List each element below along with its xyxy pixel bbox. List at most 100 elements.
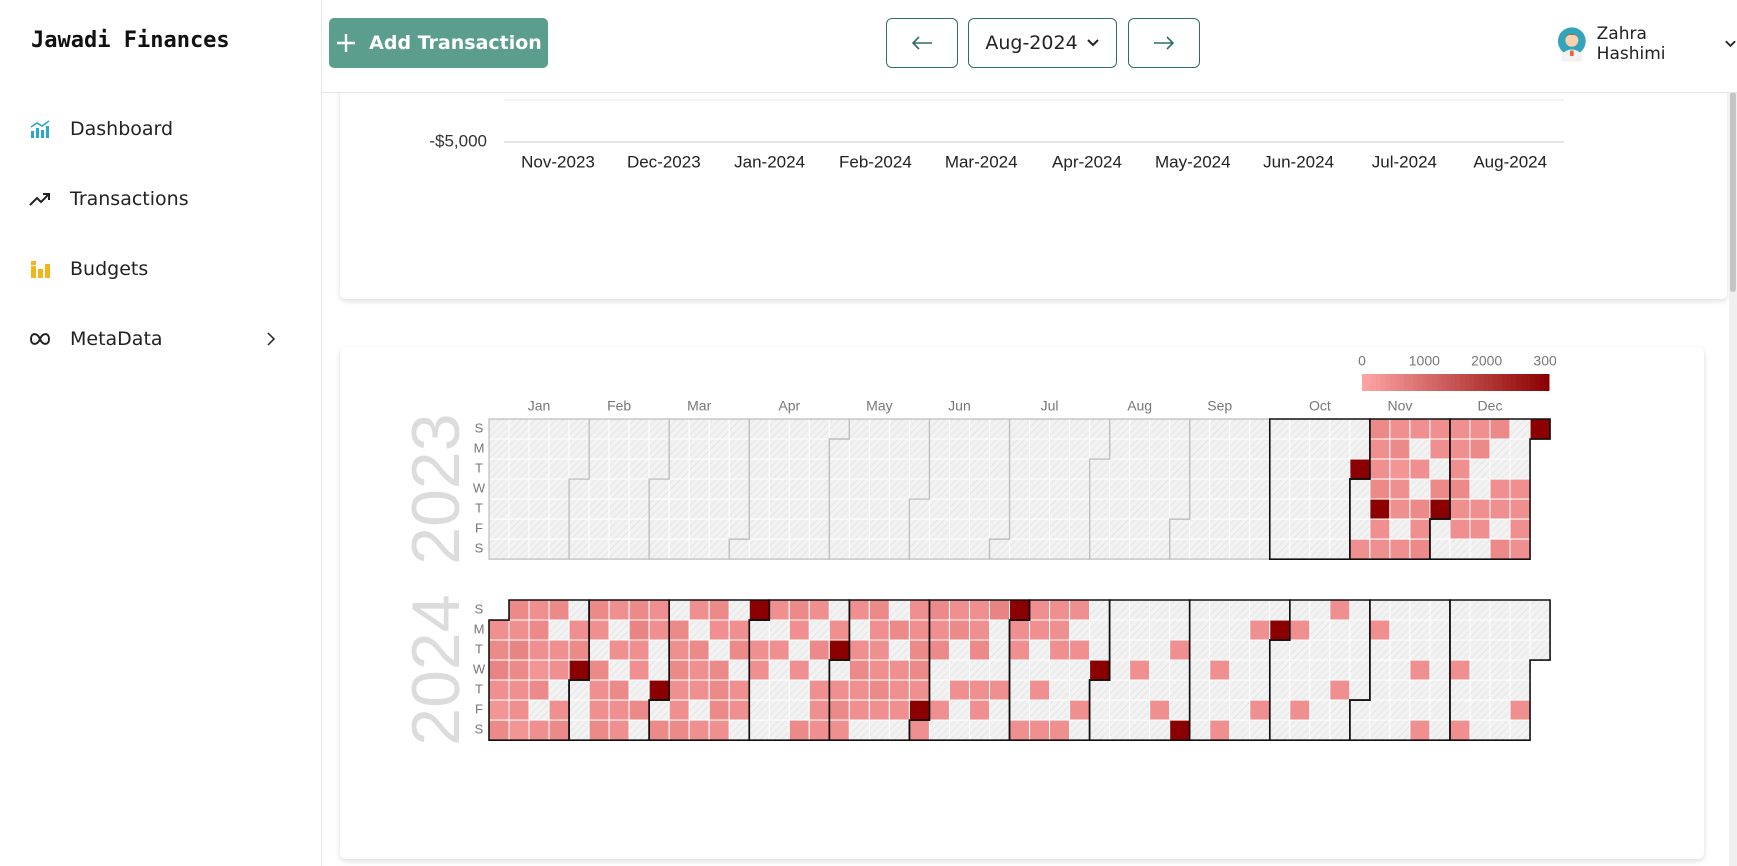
day-cell xyxy=(1029,679,1051,701)
empty-cell xyxy=(788,498,810,520)
empty-cell xyxy=(1369,639,1391,661)
empty-cell xyxy=(848,518,870,540)
empty-cell xyxy=(1069,719,1091,741)
month-label: Feb xyxy=(607,398,631,414)
month-select[interactable]: Aug-2024 xyxy=(968,18,1117,68)
add-transaction-button[interactable]: Add Transaction xyxy=(329,18,548,68)
day-label: F xyxy=(475,521,483,536)
empty-cell xyxy=(1149,478,1171,500)
empty-cell xyxy=(1449,699,1471,721)
empty-cell xyxy=(1449,639,1471,661)
empty-cell xyxy=(588,518,610,540)
month-outline xyxy=(1088,599,1191,741)
empty-cell xyxy=(668,538,690,560)
empty-cell xyxy=(1329,659,1351,681)
empty-cell xyxy=(1129,458,1151,480)
empty-cell xyxy=(1509,619,1531,641)
empty-cell xyxy=(768,438,790,460)
day-cell xyxy=(808,699,830,721)
nav-item[interactable]: Dashboard xyxy=(28,109,288,149)
day-label: M xyxy=(474,440,485,455)
nav-item[interactable]: Transactions xyxy=(28,179,288,219)
empty-cell xyxy=(1309,679,1331,701)
x-tick-label: May-2024 xyxy=(1155,152,1231,171)
day-cell xyxy=(508,639,530,661)
empty-cell xyxy=(1509,458,1531,480)
next-month-button[interactable] xyxy=(1128,18,1200,68)
prev-month-button[interactable] xyxy=(886,18,958,68)
empty-cell xyxy=(1309,478,1331,500)
day-cell xyxy=(808,599,830,621)
day-cell xyxy=(508,659,530,681)
colorbar-step xyxy=(1478,374,1485,391)
day-cell xyxy=(868,619,890,641)
empty-cell xyxy=(1009,659,1031,681)
empty-cell xyxy=(748,699,770,721)
empty-cell xyxy=(768,498,790,520)
empty-cell xyxy=(808,659,830,681)
colorbar-step xyxy=(1534,374,1541,391)
empty-cell xyxy=(1269,679,1291,701)
empty-cell xyxy=(1149,498,1171,520)
empty-cell xyxy=(1349,599,1371,621)
chevron-down xyxy=(1086,39,1099,47)
user-menu[interactable]: Zahra Hashimi xyxy=(1557,24,1737,64)
day-cell xyxy=(688,639,710,661)
empty-cell xyxy=(1089,478,1111,500)
day-label: S xyxy=(475,601,484,616)
empty-cell xyxy=(1169,619,1191,641)
empty-cell xyxy=(1049,418,1071,440)
day-cell xyxy=(1029,619,1051,641)
day-cell xyxy=(648,719,670,741)
empty-cell xyxy=(748,619,770,641)
month-outline xyxy=(1169,418,1271,560)
empty-cell xyxy=(808,498,830,520)
day-cell xyxy=(1489,418,1511,440)
colorbar-step xyxy=(1525,374,1531,391)
empty-cell xyxy=(1049,458,1071,480)
day-cell xyxy=(1369,538,1391,560)
empty-cell xyxy=(1349,498,1371,520)
empty-cell xyxy=(648,538,670,560)
scrollbar-thumb[interactable] xyxy=(1730,92,1736,292)
empty-cell xyxy=(1429,699,1451,721)
empty-cell xyxy=(1009,679,1031,701)
empty-cell xyxy=(1189,438,1211,460)
day-cell xyxy=(648,679,670,701)
day-cell xyxy=(1049,639,1071,661)
day-cell xyxy=(1289,699,1311,721)
empty-cell xyxy=(648,498,670,520)
colorbar-step xyxy=(1432,374,1438,391)
empty-cell xyxy=(488,538,510,560)
empty-cell xyxy=(868,719,890,741)
empty-cell xyxy=(488,498,510,520)
empty-cell xyxy=(1469,679,1491,701)
empty-cell xyxy=(808,518,830,540)
empty-cell xyxy=(989,699,1011,721)
empty-cell xyxy=(1469,639,1491,661)
day-cell xyxy=(908,679,930,701)
colorbar-step xyxy=(1497,374,1503,391)
empty-cell xyxy=(1029,438,1051,460)
empty-cell xyxy=(1049,659,1071,681)
empty-cell xyxy=(1329,639,1351,661)
nav-item[interactable]: Budgets xyxy=(28,249,288,289)
nav-item[interactable]: MetaData xyxy=(28,319,288,359)
day-cell xyxy=(1449,498,1471,520)
empty-cell xyxy=(968,418,990,440)
empty-cell xyxy=(948,418,970,440)
empty-cell xyxy=(1169,438,1191,460)
empty-cell xyxy=(928,518,950,540)
empty-cell xyxy=(1329,478,1351,500)
scrollbar[interactable] xyxy=(1729,92,1737,866)
day-label: W xyxy=(473,662,486,677)
empty-cell xyxy=(968,498,990,520)
empty-cell xyxy=(928,478,950,500)
colorbar-step xyxy=(1362,374,1368,391)
day-cell xyxy=(788,599,810,621)
empty-cell xyxy=(908,518,930,540)
empty-cell xyxy=(1409,679,1431,701)
month-label: Dec xyxy=(1478,398,1503,414)
empty-cell xyxy=(648,438,670,460)
